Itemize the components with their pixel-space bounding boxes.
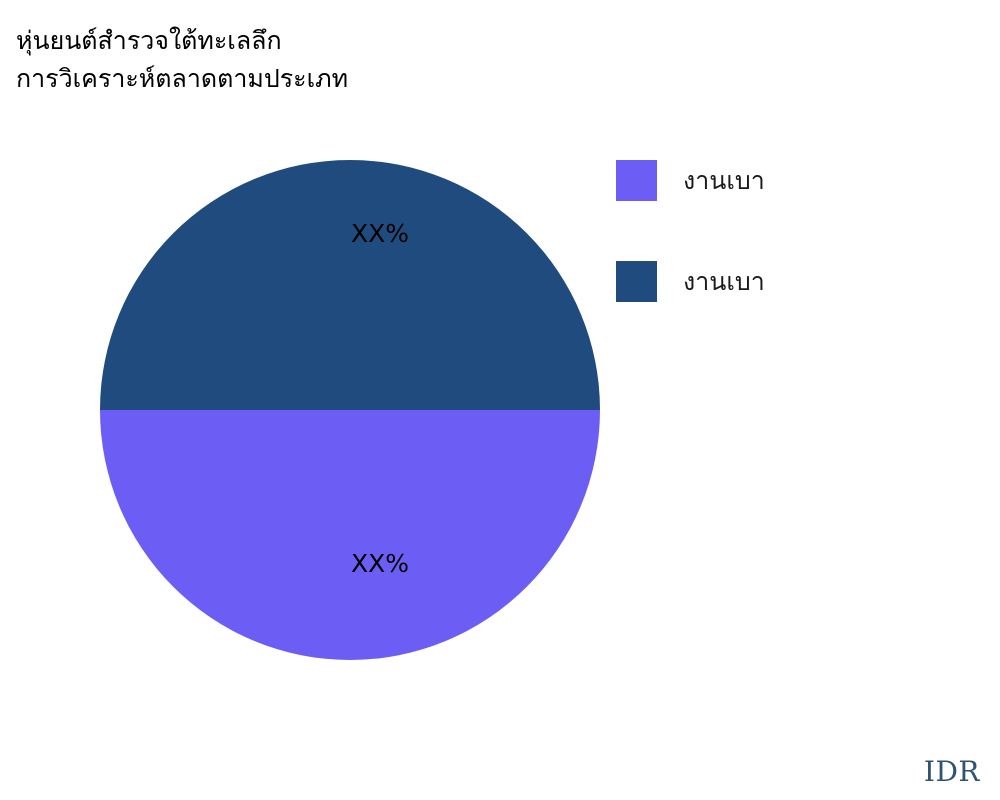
pie-chart-svg: XX% XX% [100, 160, 600, 660]
chart-legend: งานเบา งานเบา [616, 160, 946, 362]
pie-slice-top[interactable] [100, 160, 600, 410]
pie-slice-bottom[interactable] [100, 410, 600, 660]
pie-slice-top-label: XX% [351, 219, 409, 248]
pie-chart: XX% XX% [100, 160, 600, 660]
watermark-idr: IDR [923, 755, 980, 788]
chart-title-line-1: หุ่นยนต์สำรวจใต้ทะเลลึก [16, 26, 282, 55]
legend-color-swatch-0 [616, 160, 657, 201]
legend-color-swatch-1 [616, 261, 657, 302]
chart-title-line-2: การวิเคราะห์ตลาดตามประเภท [16, 64, 349, 93]
legend-item-0[interactable]: งานเบา [616, 160, 946, 201]
chart-title: หุ่นยนต์สำรวจใต้ทะเลลึก การวิเคราะห์ตลาด… [16, 22, 576, 98]
legend-label-1: งานเบา [683, 267, 765, 296]
legend-item-1[interactable]: งานเบา [616, 261, 946, 302]
pie-slice-bottom-label: XX% [351, 549, 409, 578]
legend-label-0: งานเบา [683, 166, 765, 195]
